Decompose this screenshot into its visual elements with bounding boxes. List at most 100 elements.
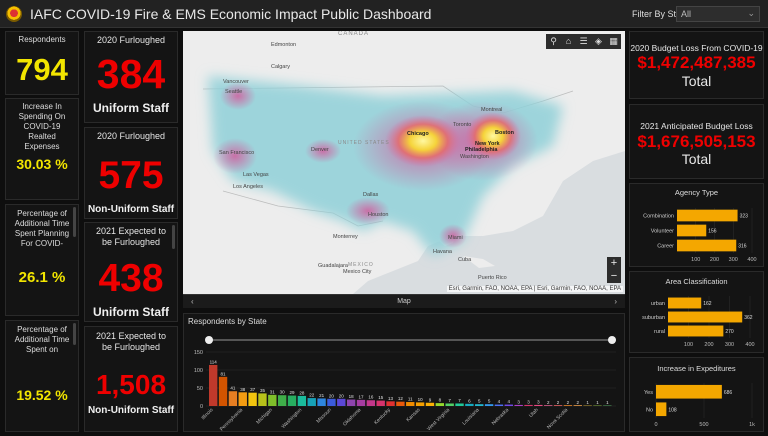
map-place: Monterrey xyxy=(333,234,358,240)
bar-value-label: 16 xyxy=(368,395,374,400)
zoom-in-button[interactable]: + xyxy=(610,257,618,269)
planning-time-value: 26.1 % xyxy=(18,269,66,286)
x-tick-label: 500 xyxy=(699,422,708,428)
bar xyxy=(228,391,238,406)
bar xyxy=(287,395,297,406)
furlough-subtitle: Non-Uniform Staff xyxy=(87,204,175,215)
bar xyxy=(656,402,667,417)
y-tick-label: 50 xyxy=(197,386,203,392)
card-scrollbar[interactable] xyxy=(73,323,76,345)
bar-value-label: 35 xyxy=(260,388,266,393)
map-place: San Francisco xyxy=(219,150,254,156)
bar xyxy=(677,209,738,222)
bar-value-label: 38 xyxy=(240,387,246,392)
map-place: Seattle xyxy=(225,89,242,95)
budget-loss-2021-card: 2021 Anticipated Budget Loss $1,676,505,… xyxy=(629,104,764,179)
grid-icon[interactable]: ▦ xyxy=(609,36,618,46)
chevron-right-icon[interactable]: › xyxy=(614,297,617,306)
x-tick-label: Utah xyxy=(528,407,540,419)
bar-value-label: 28 xyxy=(299,390,305,395)
y-tick-label: 0 xyxy=(200,404,203,410)
bar-value-label: 2 xyxy=(547,400,550,405)
map-place: Toronto xyxy=(453,122,471,128)
budget-loss-2020-subtitle: Total xyxy=(681,73,712,89)
bar-value-label: 2 xyxy=(557,400,560,405)
bar xyxy=(465,403,474,406)
card-scrollbar[interactable] xyxy=(73,207,76,237)
furlough-subtitle: Non-Uniform Staff xyxy=(87,405,175,416)
bar xyxy=(504,404,513,406)
planning-time-title: Percentage of Additional Time Spent Plan… xyxy=(14,209,70,248)
x-tick-label: Nova Scotia xyxy=(546,407,569,430)
card-scrollbar[interactable] xyxy=(172,225,175,249)
category-label: rural xyxy=(654,329,665,335)
x-tick-label: Nebraska xyxy=(491,407,511,427)
bar xyxy=(248,392,257,406)
bar xyxy=(337,398,346,406)
bar-value-label: 37 xyxy=(250,387,256,392)
bar xyxy=(484,404,494,406)
expenditures-title: Increase in Expeditures xyxy=(657,364,736,373)
spending-card: Increase In Spending On COVID-19 Realted… xyxy=(5,98,79,200)
bar-value-label: 114 xyxy=(210,359,218,364)
bar xyxy=(445,403,454,406)
furlough-value: 438 xyxy=(98,257,164,300)
map-caption: Map xyxy=(397,298,411,305)
expenditures-chart[interactable]: 0 500 1k Yes 686 No 108 xyxy=(630,373,763,432)
time-spent-value: 19.52 % xyxy=(16,387,68,403)
iafc-logo xyxy=(6,6,22,22)
x-tick-label: 0 xyxy=(654,422,657,428)
bar-value-label: 6 xyxy=(468,398,471,403)
bar-value-label: 20 xyxy=(339,393,345,398)
map-place: Las Vegas xyxy=(243,172,269,178)
x-tick-label: West Virginia xyxy=(426,407,451,432)
map-place: Montreal xyxy=(481,107,502,113)
map-canvas[interactable]: CANADA UNITED STATES MEXICO Edmonton Cal… xyxy=(183,31,625,294)
bar-value-label: 22 xyxy=(309,393,315,398)
range-slider-handle-left xyxy=(205,336,213,344)
bar xyxy=(514,404,523,406)
map-label-mexico: MEXICO xyxy=(348,262,374,268)
map-place: Vancouver xyxy=(223,79,249,85)
agency-type-chart[interactable]: 100 200 300 400 Combination 323 Volunteer 156 Ca… xyxy=(630,198,763,267)
list-icon[interactable]: ☰ xyxy=(579,36,588,46)
x-tick-label: 400 xyxy=(747,257,756,263)
bar xyxy=(544,405,553,406)
y-tick-label: 100 xyxy=(194,368,203,374)
home-icon[interactable]: ⌂ xyxy=(565,36,572,46)
map-label-united-states: UNITED STATES xyxy=(338,140,390,146)
map-place: Denver xyxy=(311,147,329,153)
bar-value-label: 7 xyxy=(458,398,461,403)
zoom-out-button[interactable]: − xyxy=(610,270,618,282)
search-icon[interactable]: ⚲ xyxy=(550,36,557,46)
bar-value-label: 12 xyxy=(398,396,404,401)
bar-value-label: 5 xyxy=(488,399,491,404)
heatmap-map[interactable]: CANADA UNITED STATES MEXICO Edmonton Cal… xyxy=(183,31,625,294)
furlough-card-2021-nonuniform: 2021 Expected to be Furloughed 1,508 Non… xyxy=(84,326,178,432)
bar-value-label: 21 xyxy=(319,393,325,398)
respondents-value: 794 xyxy=(16,52,68,87)
zoom-control: + − xyxy=(607,257,621,283)
chevron-left-icon[interactable]: ‹ xyxy=(191,297,194,306)
layers-icon[interactable]: ◈ xyxy=(595,36,602,46)
furlough-title: 2020 Furloughed xyxy=(96,131,166,141)
bar-value-label: 4 xyxy=(498,399,501,404)
planning-time-card: Percentage of Additional Time Spent Plan… xyxy=(5,204,79,316)
bar-value-label: 1 xyxy=(596,400,599,405)
map-place: Houston xyxy=(368,212,389,218)
bar-value-label: 81 xyxy=(221,371,227,376)
bar xyxy=(356,399,366,406)
category-label: No xyxy=(646,407,653,413)
x-tick-label: 200 xyxy=(704,342,713,348)
map-place: Mexico City xyxy=(343,269,372,275)
bar xyxy=(668,297,702,309)
agency-type-title: Agency Type xyxy=(674,188,719,197)
y-tick-label: 150 xyxy=(194,350,203,356)
respondents-by-state-title: Respondents by State xyxy=(188,317,267,326)
x-tick-label: 200 xyxy=(710,257,719,263)
bar-value-label: 10 xyxy=(418,397,424,402)
category-label: Volunteer xyxy=(651,229,674,235)
state-filter-select[interactable]: All ⌄ xyxy=(676,6,760,22)
area-classification-chart[interactable]: 100 200 300 400 urban 162 suburban 362 rural 270 xyxy=(630,286,763,353)
